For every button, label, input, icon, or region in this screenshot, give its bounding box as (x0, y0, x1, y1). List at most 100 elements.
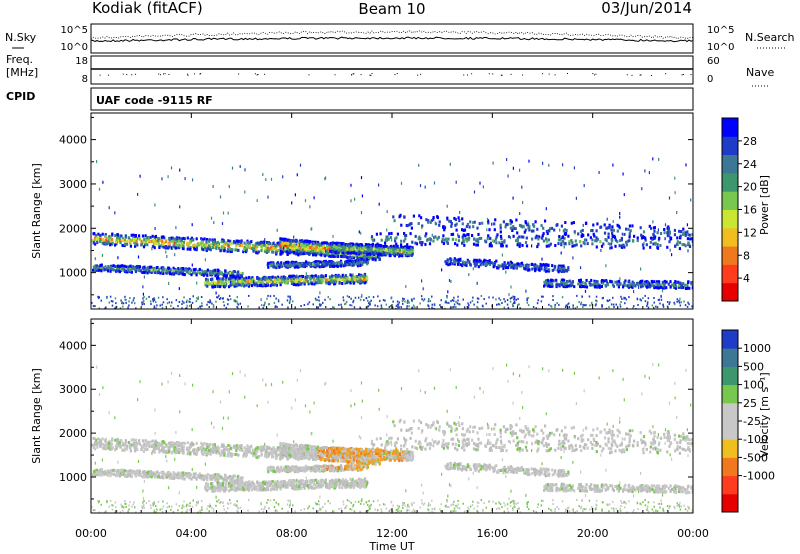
power-cell (455, 228, 458, 232)
power-cell (304, 275, 307, 279)
power-cell (274, 305, 277, 308)
power-cell (206, 280, 209, 284)
power-cell (310, 227, 312, 231)
power-cell (568, 279, 571, 283)
velocity-cell (101, 446, 104, 450)
power-cell (616, 223, 619, 227)
power-cell (337, 255, 340, 258)
power-cell (199, 271, 202, 275)
power-cell (516, 239, 519, 242)
power-cell (623, 281, 626, 285)
power-cell (211, 302, 213, 305)
power-cell (360, 247, 363, 251)
velocity-cell (255, 455, 258, 459)
power-cell (479, 263, 482, 267)
power-cell (611, 239, 614, 243)
power-cell (619, 303, 621, 306)
power-cell (446, 217, 448, 221)
power-cell (668, 196, 671, 200)
power-cell (447, 241, 449, 244)
power-cell (201, 247, 204, 251)
power-cell (360, 254, 363, 258)
power-cell (595, 284, 598, 288)
power-cell (142, 285, 144, 289)
power-cell (203, 237, 206, 241)
power-cell (204, 258, 206, 262)
power-cell (476, 297, 479, 300)
power-cell (174, 246, 177, 250)
power-cell (663, 279, 666, 283)
power-cell (265, 277, 268, 281)
power-cell (406, 251, 409, 255)
power-cell (215, 300, 217, 303)
power-cell (561, 265, 564, 269)
power-cell (293, 283, 296, 286)
power-cell (575, 243, 578, 247)
power-cell (518, 244, 521, 248)
power-cell (137, 255, 140, 259)
power-cell (640, 299, 642, 302)
power-cell (184, 268, 187, 272)
power-cell (674, 244, 677, 248)
power-cell (307, 242, 310, 246)
power-cell (535, 234, 538, 238)
power-cell (172, 271, 175, 275)
power-cell (376, 247, 379, 251)
power-cell (402, 250, 406, 254)
power-cell (283, 246, 286, 250)
power-cell (336, 278, 339, 282)
power-cell (298, 240, 301, 244)
power-cell (344, 246, 347, 249)
power-cell (503, 261, 506, 265)
power-cell (178, 301, 181, 303)
power-cell (296, 274, 298, 278)
power-cell (466, 260, 469, 264)
power-cell (507, 261, 510, 265)
power-cell (433, 307, 435, 309)
velocity-cell (269, 446, 272, 450)
colorbar-tick-label: 24 (743, 158, 757, 171)
power-cell (396, 244, 399, 248)
power-cell (493, 222, 496, 226)
power-cell (170, 272, 173, 276)
power-cell (568, 306, 571, 309)
power-cell (501, 302, 503, 304)
power-cell (312, 243, 316, 247)
power-cell (501, 244, 504, 248)
power-cell (601, 297, 604, 300)
power-cell (475, 259, 478, 263)
power-cell (570, 281, 573, 285)
power-cell (239, 240, 242, 244)
power-cell (334, 282, 337, 286)
power-cell (495, 241, 498, 245)
power-cell (581, 228, 584, 232)
power-cell (296, 279, 299, 283)
power-cell (233, 270, 236, 274)
power-cell (421, 241, 424, 244)
power-cell (304, 244, 308, 248)
power-cell (364, 276, 367, 280)
nave-point (122, 73, 124, 75)
power-cell (461, 222, 464, 226)
power-cell (532, 306, 535, 308)
power-cell (109, 295, 112, 298)
power-cell (233, 299, 235, 302)
power-cell (181, 307, 183, 309)
power-cell (235, 244, 238, 248)
power-cell (242, 248, 246, 252)
power-cell (604, 238, 607, 241)
power-cell (326, 249, 329, 253)
power-cell (620, 301, 622, 303)
power-cell (309, 276, 312, 280)
velocity-cell (111, 446, 114, 450)
power-cell (274, 282, 277, 286)
power-cell (296, 247, 299, 251)
power-cell (185, 307, 187, 309)
power-cell (226, 249, 229, 253)
power-cell (560, 267, 563, 271)
power-cell (576, 294, 578, 297)
power-cell (450, 224, 453, 228)
power-cell (234, 282, 237, 286)
power-cell (244, 281, 247, 285)
power-cell (124, 269, 127, 273)
